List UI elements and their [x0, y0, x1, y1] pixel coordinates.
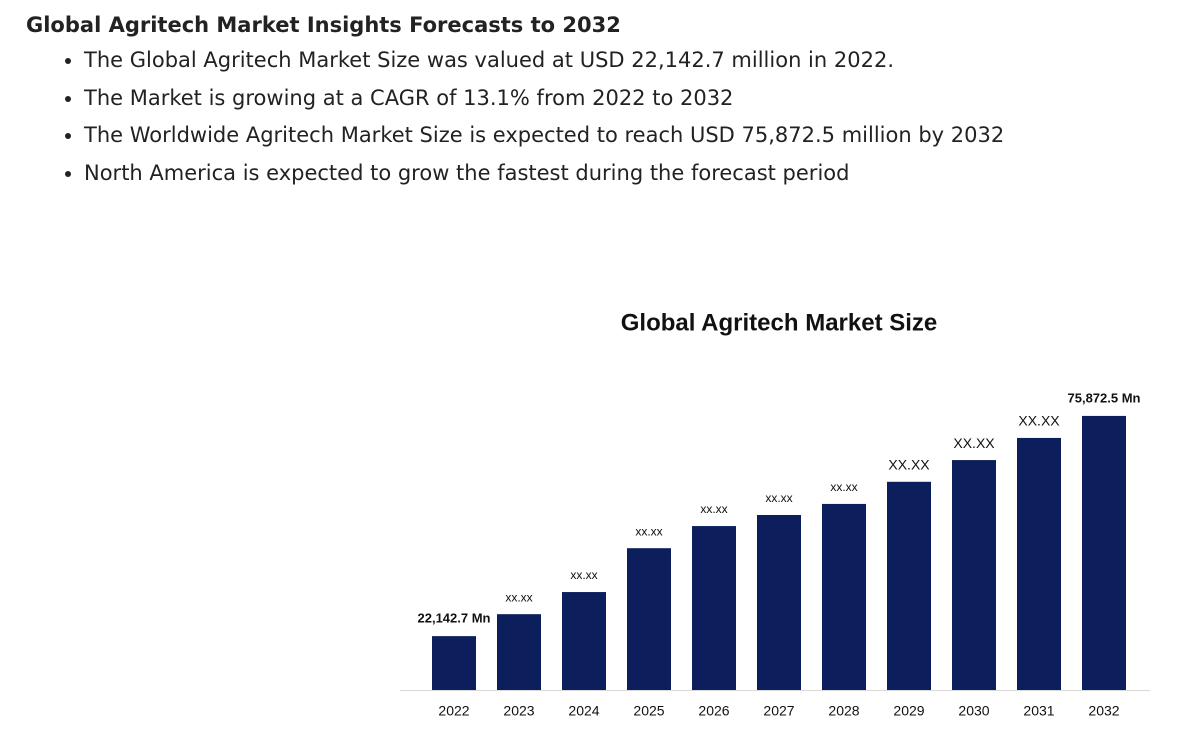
bar: [952, 460, 996, 690]
data-label: xx.xx: [570, 568, 597, 582]
x-tick-label: 2023: [503, 703, 534, 719]
bar: [887, 481, 931, 690]
bullet: The Market is growing at a CAGR of 13.1%…: [84, 80, 1004, 118]
x-tick-label: 2031: [1023, 703, 1054, 719]
bar: [757, 514, 801, 690]
data-label: XX.XX: [1018, 413, 1060, 429]
bar: [562, 592, 606, 690]
bar: [497, 614, 541, 690]
x-tick-label: 2030: [958, 703, 989, 719]
bar: [822, 503, 866, 690]
data-label: XX.XX: [953, 435, 995, 451]
data-label: 75,872.5 Mn: [1068, 390, 1141, 405]
data-label: XX.XX: [888, 456, 930, 472]
document: Global Agritech Market Insights Forecast…: [26, 8, 1004, 192]
bar: [1017, 437, 1061, 690]
data-label: xx.xx: [700, 502, 727, 516]
data-label: xx.xx: [765, 491, 792, 505]
x-tick-label: 2027: [763, 703, 794, 719]
x-tick-label: 2028: [828, 703, 859, 719]
x-tick-label: 2024: [568, 703, 599, 719]
x-tick-label: 2026: [698, 703, 729, 719]
x-tick-label: 2025: [633, 703, 664, 719]
data-label: xx.xx: [830, 480, 857, 494]
bar: [432, 636, 476, 690]
x-tick-label: 2022: [438, 703, 469, 719]
bullet: North America is expected to grow the fa…: [84, 155, 1004, 193]
bullet: The Global Agritech Market Size was valu…: [84, 42, 1004, 80]
x-tick-label: 2032: [1088, 703, 1119, 719]
x-tick-label: 2029: [893, 703, 924, 719]
data-label: xx.xx: [505, 590, 532, 604]
bullet: The Worldwide Agritech Market Size is ex…: [84, 117, 1004, 155]
bar: [1082, 415, 1126, 690]
bar: [627, 548, 671, 690]
heading: Global Agritech Market Insights Forecast…: [26, 13, 621, 37]
data-label: 22,142.7 Mn: [418, 611, 491, 626]
bar: [692, 526, 736, 690]
chart-title: Global Agritech Market Size: [621, 309, 938, 336]
data-label: xx.xx: [635, 524, 662, 538]
bullet-list: The Global Agritech Market Size was valu…: [26, 42, 1004, 192]
